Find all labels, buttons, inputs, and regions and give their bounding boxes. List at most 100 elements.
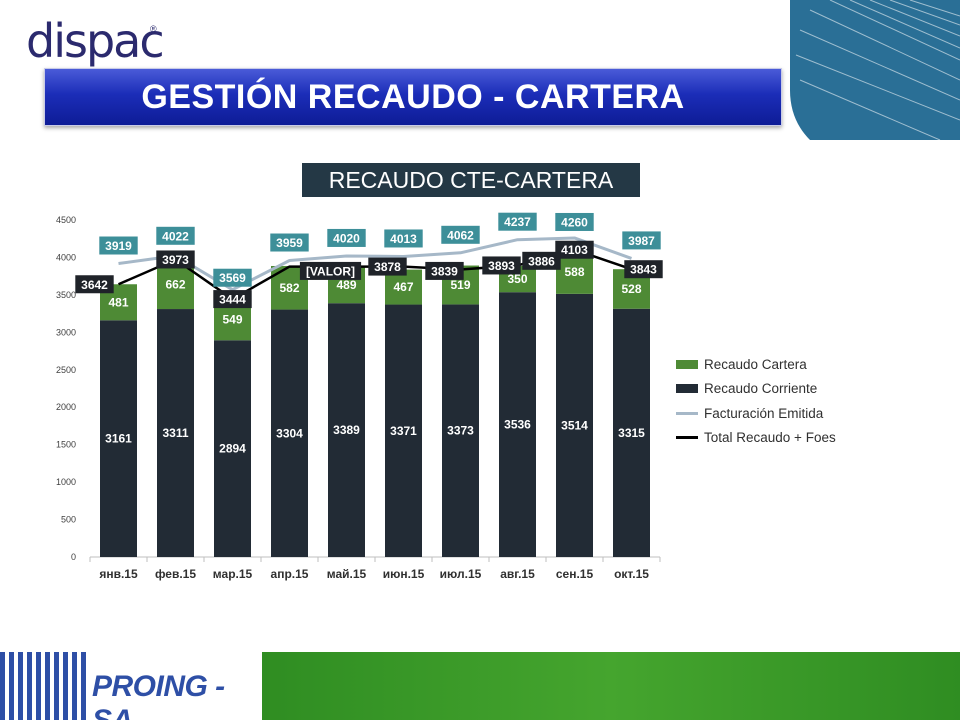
- x-tick-label: сен.15: [556, 567, 594, 581]
- data-label-total-box: [213, 290, 252, 309]
- page-title-banner: GESTIÓN RECAUDO - CARTERA: [44, 68, 782, 126]
- footer-green-band: [262, 652, 960, 720]
- data-label-total: 3973: [162, 253, 189, 267]
- data-label-total-box: [299, 261, 362, 280]
- data-label-extra-box: [522, 251, 561, 270]
- y-tick-label: 2500: [56, 365, 76, 375]
- page-title: GESTIÓN RECAUDO - CARTERA: [141, 77, 685, 116]
- legend-swatch-facturacion: [676, 411, 698, 415]
- data-label-cartera: 582: [279, 281, 299, 295]
- y-tick-label: 0: [71, 552, 76, 562]
- chart-title-box: RECAUDO CTE-CARTERA: [302, 163, 640, 197]
- data-label-facturacion: 4260: [561, 215, 588, 229]
- data-label-corriente: 3315: [618, 426, 645, 440]
- y-tick-label: 500: [61, 515, 76, 525]
- data-label-facturacion-box: [555, 212, 594, 231]
- bar-recaudo-corriente: [100, 320, 137, 557]
- x-tick-label: авг.15: [500, 567, 535, 581]
- data-label-facturacion: 4013: [390, 232, 417, 246]
- bar-recaudo-corriente: [385, 304, 422, 557]
- proing-logo-text: PROING - SA: [92, 670, 225, 720]
- data-label-facturacion-box: [498, 212, 537, 231]
- data-label-facturacion-box: [441, 225, 480, 244]
- legend-label-corriente: Recaudo Corriente: [704, 381, 818, 397]
- data-label-corriente: 3514: [561, 418, 588, 432]
- legend-label-total: Total Recaudo + Foes: [704, 430, 836, 446]
- data-label-corriente: 3536: [504, 418, 531, 432]
- data-label-total: [VALOR]: [306, 264, 355, 278]
- data-label-facturacion-box: [270, 233, 309, 252]
- x-tick-label: июн.15: [383, 567, 425, 581]
- x-tick-label: апр.15: [271, 567, 309, 581]
- y-tick-label: 1500: [56, 440, 76, 450]
- data-label-facturacion: 4237: [504, 215, 531, 229]
- data-label-total-box: [482, 256, 521, 275]
- x-tick-label: мар.15: [213, 567, 253, 581]
- corner-decoration: [790, 0, 960, 140]
- data-label-total-box: [156, 250, 195, 269]
- data-label-corriente: 3311: [162, 426, 188, 440]
- legend-item-cartera: Recaudo Cartera: [676, 352, 836, 377]
- data-label-corriente: 3161: [105, 432, 132, 446]
- data-label-cartera: 481: [108, 295, 128, 309]
- data-label-total-box: [555, 240, 594, 259]
- legend-swatch-corriente: [676, 384, 698, 394]
- bar-recaudo-corriente: [442, 304, 479, 557]
- x-tick-label: окт.15: [614, 567, 649, 581]
- legend-label-facturacion: Facturación Emitida: [704, 405, 824, 421]
- data-label-total: 3893: [488, 259, 515, 273]
- data-label-facturacion: 4020: [333, 231, 360, 245]
- data-label-corriente: 3304: [276, 426, 303, 440]
- bar-recaudo-corriente: [613, 308, 650, 557]
- legend-swatch-cartera: [676, 359, 698, 369]
- line-facturacion-emitida: [118, 236, 633, 292]
- data-label-total-box: [75, 275, 114, 294]
- y-tick-label: 3000: [56, 327, 76, 337]
- data-label-total: 4103: [561, 243, 588, 257]
- data-label-facturacion-box: [213, 268, 252, 287]
- registered-mark: ®: [150, 24, 157, 34]
- y-tick-label: 1000: [56, 477, 76, 487]
- dispac-logo-text: dispac: [26, 14, 165, 68]
- y-tick-label: 4000: [56, 252, 76, 262]
- data-label-facturacion: 3987: [628, 234, 655, 248]
- data-label-corriente: 3373: [447, 424, 474, 438]
- legend: Recaudo Cartera Recaudo Corriente Factur…: [676, 352, 836, 450]
- data-label-facturacion: 3569: [219, 271, 246, 285]
- data-label-cartera: 350: [507, 272, 527, 286]
- data-label-cartera: 549: [222, 313, 242, 327]
- data-label-total-box: [624, 260, 663, 279]
- data-label-facturacion-box: [99, 236, 138, 255]
- y-tick-label: 2000: [56, 402, 76, 412]
- data-label-facturacion-box: [384, 229, 423, 248]
- data-label-cartera: 662: [165, 277, 185, 291]
- data-label-corriente: 3371: [390, 424, 417, 438]
- data-label-cartera: 588: [564, 265, 584, 279]
- bar-recaudo-corriente: [499, 292, 536, 557]
- legend-item-total: Total Recaudo + Foes: [676, 426, 836, 451]
- x-tick-label: фев.15: [155, 567, 196, 581]
- legend-label-cartera: Recaudo Cartera: [704, 356, 807, 372]
- proing-stripes-icon: [0, 652, 86, 720]
- legend-item-corriente: Recaudo Corriente: [676, 377, 836, 402]
- data-label-cartera: 489: [336, 278, 356, 292]
- dispac-logo: dispac ®: [0, 0, 180, 80]
- bar-recaudo-corriente: [157, 309, 194, 557]
- data-label-total-box: [425, 261, 464, 280]
- data-label-facturacion: 4022: [162, 229, 189, 243]
- bar-recaudo-corriente: [271, 309, 308, 557]
- y-tick-label: 3500: [56, 290, 76, 300]
- data-label-cartera: 519: [450, 278, 470, 292]
- legend-swatch-total: [676, 436, 698, 440]
- data-label-corriente: 2894: [219, 442, 246, 456]
- data-label-total: 3444: [219, 293, 246, 307]
- data-label-total: 3843: [630, 263, 657, 277]
- data-label-corriente: 3389: [333, 423, 360, 437]
- y-tick-label: 4500: [56, 215, 76, 225]
- data-label-facturacion: 4062: [447, 228, 474, 242]
- proing-logo: PROING - SA: [0, 652, 262, 720]
- bar-recaudo-corriente: [214, 340, 251, 557]
- data-label-extra: 3886: [528, 254, 555, 268]
- data-label-facturacion-box: [622, 231, 661, 250]
